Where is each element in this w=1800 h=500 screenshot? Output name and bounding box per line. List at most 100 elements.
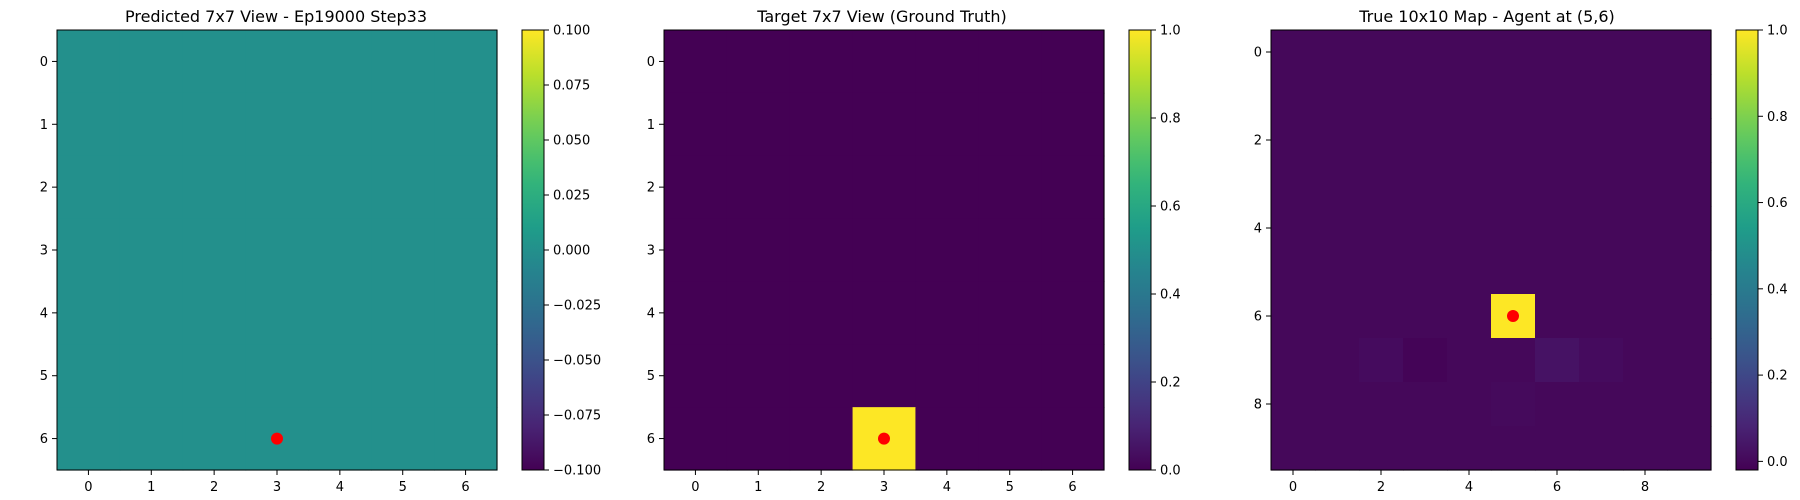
heatmap-cell (1667, 206, 1712, 251)
colorbar-tick-label: 0.000 (553, 244, 590, 259)
heatmap-cell (182, 281, 247, 345)
heatmap-cell (434, 30, 498, 94)
agent-marker (1507, 310, 1519, 322)
heatmap-cell (119, 344, 184, 408)
y-tick-label: 4 (1254, 222, 1262, 237)
heatmap-cell (1359, 382, 1404, 427)
heatmap-cell (1403, 74, 1448, 119)
colorbar-tick-label: 0.100 (553, 24, 590, 39)
x-tick-label: 0 (1289, 480, 1297, 495)
x-tick-label: 3 (880, 480, 888, 495)
heatmap-cell (1491, 162, 1536, 207)
heatmap-cell (852, 281, 917, 345)
heatmap-cell (1491, 30, 1536, 75)
heatmap-cell (1271, 74, 1316, 119)
y-tick-label: 2 (1254, 134, 1262, 149)
heatmap-cell (182, 92, 247, 157)
x-tick-label: 0 (84, 480, 92, 495)
heatmap-cell (726, 407, 791, 471)
heatmap-cell (1491, 382, 1536, 427)
heatmap-cell (664, 344, 728, 408)
colorbar-tick-label: 0.8 (1767, 110, 1788, 125)
y-tick-label: 0 (647, 55, 655, 70)
x-tick-label: 4 (1465, 480, 1473, 495)
heatmap-cell (434, 281, 498, 345)
heatmap-cell (789, 281, 854, 345)
heatmap-cell (1447, 118, 1492, 163)
heatmap-cell (664, 30, 728, 94)
heatmap-cell (789, 344, 854, 408)
heatmap-cell (1359, 74, 1404, 119)
colorbar (1735, 29, 1759, 471)
heatmap-cell (1447, 250, 1492, 295)
panel-target-view: Target 7x7 View (Ground Truth) 0 1 2 3 4 5 6 0 1… (647, 7, 1181, 495)
heatmap-cell (1623, 74, 1668, 119)
heatmap-cell (978, 30, 1042, 94)
heatmap-cell (245, 155, 310, 220)
colorbar-tick-label: 0.075 (553, 79, 590, 94)
colorbar-tick-label: 0.2 (1767, 369, 1788, 384)
colorbar-tick-label: 0.8 (1160, 112, 1181, 127)
heatmap-cell (1315, 382, 1360, 427)
heatmap-cell (789, 407, 854, 471)
y-tick-label: 6 (1254, 310, 1262, 325)
heatmap-cell (1667, 382, 1712, 427)
heatmap-cell (308, 155, 372, 220)
colorbar-tick-label: 0.6 (1160, 200, 1181, 215)
colorbar-tick-label: 0.0 (1767, 455, 1788, 470)
heatmap-cell (1579, 382, 1624, 427)
panel-title: Predicted 7x7 View - Ep19000 Step33 (125, 7, 427, 26)
heatmap-cell (1403, 30, 1448, 75)
colorbar-tick-label: 0.4 (1160, 288, 1181, 303)
heatmap-cell (789, 30, 854, 94)
heatmap-cell (1623, 426, 1668, 471)
heatmap-cell (1623, 206, 1668, 251)
heatmap-cell (57, 281, 121, 345)
heatmap-cell (1579, 162, 1624, 207)
heatmap-cell (1667, 30, 1712, 75)
heatmap-cell (915, 92, 979, 157)
x-tick-label: 2 (210, 480, 218, 495)
heatmap-cell (1667, 118, 1712, 163)
heatmap-cell (1535, 250, 1580, 295)
x-tick-label: 0 (691, 480, 699, 495)
heatmap-cell (1535, 294, 1580, 339)
heatmap-cell (308, 92, 372, 157)
heatmap-cell (1315, 250, 1360, 295)
heatmap-cell (1447, 162, 1492, 207)
heatmap-cell (915, 344, 979, 408)
heatmap-cell (726, 155, 791, 220)
heatmap-cell (1403, 426, 1448, 471)
heatmap-cell (245, 344, 310, 408)
heatmap-cell (182, 155, 247, 220)
x-tick-label: 1 (147, 480, 155, 495)
heatmap-cell (1315, 162, 1360, 207)
heatmap-cell (1271, 118, 1316, 163)
colorbar-tick-label: 0.0 (1160, 464, 1181, 479)
heatmap-cell (1315, 30, 1360, 75)
heatmap-cell (1359, 338, 1404, 383)
y-tick-label: 5 (40, 369, 48, 384)
heatmap-cell (1403, 382, 1448, 427)
heatmap-cell (371, 344, 435, 408)
x-tick-label: 8 (1641, 480, 1649, 495)
heatmap-cell (182, 30, 247, 94)
heatmap-cell (371, 92, 435, 157)
heatmap-cell (1579, 250, 1624, 295)
heatmap-cell (1271, 250, 1316, 295)
heatmap-cell (371, 281, 435, 345)
heatmap-cell (1315, 206, 1360, 251)
heatmap-cell (119, 155, 184, 220)
heatmap-cell (308, 407, 372, 471)
heatmap-cell (1315, 118, 1360, 163)
heatmap-cell (1579, 206, 1624, 251)
heatmap-cell (245, 30, 310, 94)
heatmap-cell (1491, 338, 1536, 383)
heatmap-cell (978, 344, 1042, 408)
heatmap-cell (1667, 74, 1712, 119)
colorbar-tick-label: 1.0 (1160, 24, 1181, 39)
heatmap-cell (1535, 118, 1580, 163)
y-tick-label: 0 (40, 55, 48, 70)
heatmap-cell (852, 155, 917, 220)
heatmap-cell (1271, 294, 1316, 339)
